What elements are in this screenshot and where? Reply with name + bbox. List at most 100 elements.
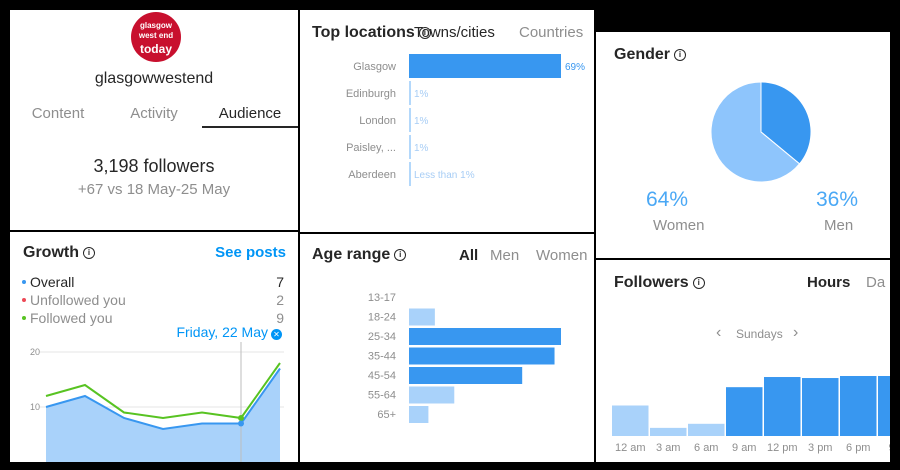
overall-area	[46, 368, 280, 462]
hour-bar	[840, 376, 877, 436]
profile-avatar[interactable]: glasgow west end today	[131, 12, 181, 62]
pie-slice-men	[760, 81, 812, 165]
followers-hours-chart: 12 am 3 am 6 am 9 am 12 pm 3 pm 6 pm 9 p	[612, 376, 890, 454]
age-label: 18-24	[368, 312, 396, 324]
followers-title: Followers i	[614, 274, 705, 292]
age-range-card: Age range i All Men Women 13-17 18-24 25-34…	[300, 234, 594, 462]
location-label: Aberdeen	[348, 169, 396, 181]
info-icon[interactable]: i	[83, 247, 95, 259]
location-label: London	[359, 115, 396, 127]
age-label: 65+	[377, 409, 396, 421]
gender-title-text: Gender	[614, 46, 671, 63]
hour-bar	[726, 387, 763, 436]
location-label: Glasgow	[353, 61, 396, 73]
location-bar	[409, 162, 411, 186]
age-label: 45-54	[368, 370, 396, 382]
age-bar	[409, 308, 435, 326]
logo-line-2: west end	[138, 31, 174, 40]
profile-header: glasgow west end today glasgowwestend Co…	[10, 10, 298, 128]
locations-chart: Glasgow 69% Edinburgh 1% London 1% Paisley, ..…	[346, 54, 585, 186]
selected-date-text: Friday, 22 May	[176, 324, 268, 340]
location-value-label: 1%	[414, 116, 429, 127]
insights-tabs: Content Activity Audience	[10, 102, 298, 128]
followers-hours-card: Followers i Hours Da ‹ Sundays › 12 am 3 a…	[596, 260, 890, 462]
tab-audience[interactable]: Audience	[202, 102, 298, 128]
logo-line-3: today	[139, 42, 172, 56]
day-label: Sundays	[736, 327, 783, 341]
location-label: Edinburgh	[346, 88, 396, 100]
hour-tick-label: 9 p	[889, 442, 890, 454]
followers-title-text: Followers	[614, 274, 689, 291]
tab-content[interactable]: Content	[31, 105, 85, 122]
hour-tick-label: 12 pm	[767, 442, 798, 454]
prev-day-chevron-icon[interactable]: ‹	[716, 324, 722, 341]
age-title: Age range i	[312, 246, 407, 264]
age-label: 55-64	[368, 390, 396, 402]
point-followed-selected	[238, 415, 244, 421]
location-value-label: Less than 1%	[414, 170, 475, 181]
age-range-chart: 13-17 18-24 25-34 35-44 45-54 55-64 65+	[368, 292, 561, 423]
next-day-chevron-icon[interactable]: ›	[793, 324, 799, 341]
growth-title-text: Growth	[23, 244, 79, 261]
top-locations-card: Top locations i Towns/cities Countries Gl…	[300, 10, 594, 232]
pie-slice-women	[710, 81, 801, 183]
location-bar	[409, 81, 411, 105]
location-bar	[409, 135, 411, 159]
men-label: Men	[824, 217, 854, 234]
hour-bar	[878, 376, 890, 436]
growth-row-value: 9	[276, 310, 284, 326]
women-percent: 64%	[646, 188, 689, 211]
growth-row-label: Overall	[30, 274, 75, 290]
tab-age-all[interactable]: All	[459, 247, 479, 264]
tab-age-men[interactable]: Men	[490, 247, 520, 264]
tab-countries[interactable]: Countries	[519, 24, 584, 41]
growth-y-tick: 20	[30, 347, 40, 357]
logo-line-1: glasgow	[139, 21, 172, 30]
hour-bar	[612, 405, 649, 436]
growth-y-tick: 10	[30, 402, 40, 412]
hour-bar	[688, 423, 725, 436]
growth-row-label: Unfollowed you	[30, 292, 126, 308]
clear-date-icon[interactable]: ✕	[271, 329, 282, 340]
tab-towns-cities[interactable]: Towns/cities	[414, 24, 495, 41]
hour-bar	[650, 427, 687, 436]
tab-days[interactable]: Da	[866, 274, 886, 291]
age-bar	[409, 386, 455, 404]
hour-bar	[764, 377, 801, 436]
growth-row-unfollowed: Unfollowed you 2	[22, 292, 284, 308]
info-icon[interactable]: i	[674, 49, 687, 61]
age-bar	[409, 367, 523, 384]
age-bar	[409, 328, 561, 345]
tab-age-women[interactable]: Women	[536, 247, 588, 264]
age-title-text: Age range	[312, 246, 391, 263]
growth-title: Growth i	[23, 244, 95, 262]
selected-date[interactable]: Friday, 22 May ✕	[176, 324, 282, 340]
tab-activity[interactable]: Activity	[130, 105, 178, 122]
location-value-label: 1%	[414, 89, 429, 100]
info-icon[interactable]: i	[394, 249, 407, 261]
locations-title-text: Top locations	[312, 24, 415, 41]
info-icon[interactable]: i	[692, 277, 705, 289]
info-icon[interactable]: i	[418, 27, 431, 39]
age-label: 25-34	[368, 331, 396, 343]
women-label: Women	[653, 217, 705, 234]
age-label: 35-44	[368, 351, 396, 363]
gender-pie-chart	[710, 81, 812, 183]
age-bar	[409, 406, 429, 423]
men-percent: 36%	[816, 188, 859, 211]
hour-tick-label: 6 pm	[846, 442, 870, 454]
tab-hours[interactable]: Hours	[807, 274, 851, 291]
growth-row-label: Followed you	[30, 310, 113, 326]
followers-summary: 3,198 followers +67 vs 18 May-25 May	[10, 128, 298, 230]
followed-dot-icon	[22, 316, 26, 320]
location-bar	[409, 108, 411, 132]
hour-tick-label: 12 am	[615, 442, 646, 454]
overall-dot-icon	[22, 280, 26, 284]
hour-tick-label: 3 pm	[808, 442, 832, 454]
follower-delta: +67 vs 18 May-25 May	[77, 181, 231, 198]
location-value-label: 1%	[414, 143, 429, 154]
hour-tick-label: 9 am	[732, 442, 756, 454]
see-posts-link[interactable]: See posts	[215, 244, 286, 261]
growth-row-value: 7	[276, 274, 284, 290]
